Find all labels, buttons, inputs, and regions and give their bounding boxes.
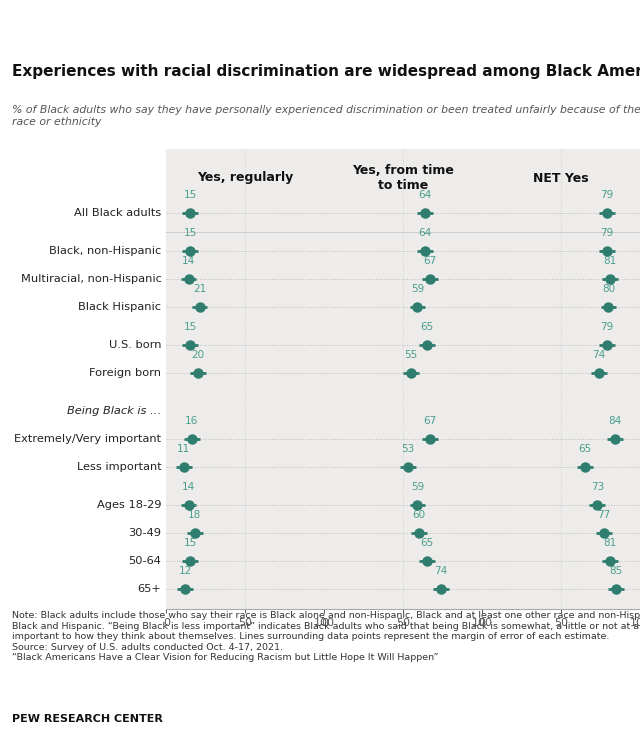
Text: 81: 81 bbox=[604, 539, 616, 548]
Text: Black, non-Hispanic: Black, non-Hispanic bbox=[49, 246, 161, 256]
Text: Less important: Less important bbox=[77, 462, 161, 472]
Text: U.S. born: U.S. born bbox=[109, 340, 161, 350]
Text: 55: 55 bbox=[404, 351, 418, 360]
Text: 30-49: 30-49 bbox=[129, 528, 161, 538]
Text: 60: 60 bbox=[412, 510, 426, 521]
Text: 79: 79 bbox=[600, 190, 614, 200]
Text: Note: Black adults include those who say their race is Black alone and non-Hispa: Note: Black adults include those who say… bbox=[12, 612, 640, 662]
Text: 50-64: 50-64 bbox=[129, 556, 161, 566]
Text: Being Black is …: Being Black is … bbox=[67, 406, 161, 416]
Text: 59: 59 bbox=[411, 483, 424, 492]
Text: 65: 65 bbox=[420, 322, 433, 332]
Text: 67: 67 bbox=[424, 257, 436, 266]
Text: 59: 59 bbox=[411, 284, 424, 295]
Text: 20: 20 bbox=[191, 351, 205, 360]
Text: 74: 74 bbox=[593, 351, 605, 360]
Text: Ages 18-29: Ages 18-29 bbox=[97, 500, 161, 510]
Text: 18: 18 bbox=[188, 510, 202, 521]
Text: 67: 67 bbox=[424, 416, 436, 426]
Text: 12: 12 bbox=[179, 566, 192, 577]
Text: Yes, from time
to time: Yes, from time to time bbox=[352, 164, 454, 192]
Text: 15: 15 bbox=[184, 539, 196, 548]
Text: 15: 15 bbox=[184, 322, 196, 332]
Text: Black Hispanic: Black Hispanic bbox=[79, 302, 161, 312]
Text: % of Black adults who say they have personally experienced discrimination or bee: % of Black adults who say they have pers… bbox=[12, 105, 640, 127]
Text: PEW RESEARCH CENTER: PEW RESEARCH CENTER bbox=[12, 714, 163, 724]
Text: 11: 11 bbox=[177, 445, 190, 454]
Text: Foreign born: Foreign born bbox=[90, 368, 161, 378]
Text: Experiences with racial discrimination are widespread among Black Americans: Experiences with racial discrimination a… bbox=[12, 63, 640, 79]
Text: 85: 85 bbox=[610, 566, 623, 577]
Text: 77: 77 bbox=[597, 510, 611, 521]
Text: Multiracial, non-Hispanic: Multiracial, non-Hispanic bbox=[20, 274, 161, 284]
Text: Extremely/Very important: Extremely/Very important bbox=[14, 434, 161, 444]
Text: 80: 80 bbox=[602, 284, 615, 295]
Text: 53: 53 bbox=[401, 445, 415, 454]
Text: 64: 64 bbox=[419, 190, 432, 200]
Text: 79: 79 bbox=[600, 322, 614, 332]
Text: 79: 79 bbox=[600, 228, 614, 238]
Text: 15: 15 bbox=[184, 228, 196, 238]
Text: 21: 21 bbox=[193, 284, 206, 295]
Text: 14: 14 bbox=[182, 257, 195, 266]
Text: 73: 73 bbox=[591, 483, 604, 492]
Text: Yes, regularly: Yes, regularly bbox=[197, 171, 294, 184]
Text: 14: 14 bbox=[182, 483, 195, 492]
Text: 15: 15 bbox=[184, 190, 196, 200]
Text: 16: 16 bbox=[185, 416, 198, 426]
Text: NET Yes: NET Yes bbox=[533, 171, 589, 184]
Text: 65: 65 bbox=[578, 445, 591, 454]
Text: 74: 74 bbox=[435, 566, 448, 577]
Text: 65+: 65+ bbox=[138, 584, 161, 594]
Text: All Black adults: All Black adults bbox=[74, 208, 161, 218]
Text: 84: 84 bbox=[608, 416, 621, 426]
Text: 81: 81 bbox=[604, 257, 616, 266]
Text: 65: 65 bbox=[420, 539, 433, 548]
Text: 64: 64 bbox=[419, 228, 432, 238]
